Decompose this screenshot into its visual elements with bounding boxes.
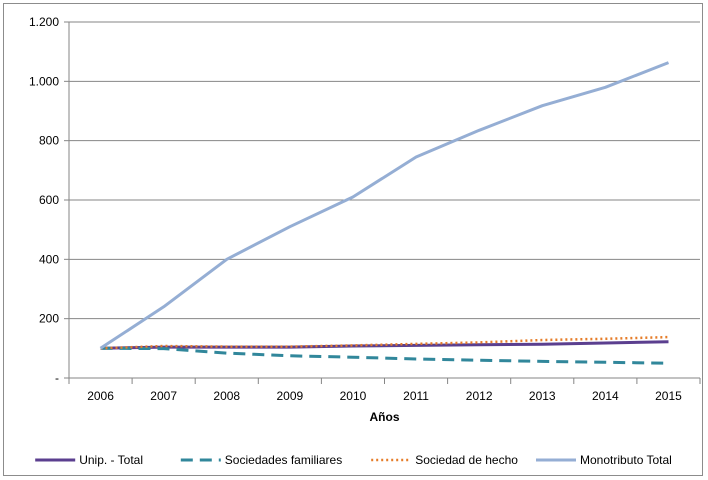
- y-tick-label: 600: [39, 193, 59, 207]
- x-tick-label: 2009: [276, 389, 303, 403]
- series-line-2: [100, 346, 669, 365]
- x-tick-label: 2008: [213, 389, 240, 403]
- series-line-1: [100, 340, 669, 350]
- y-tick-label: 200: [39, 312, 59, 326]
- x-tick-label: 2013: [529, 389, 556, 403]
- x-axis-title: Años: [370, 410, 400, 424]
- legend-label: Sociedades familiares: [225, 453, 342, 467]
- y-tick-label: 800: [39, 134, 59, 148]
- y-tick-label: -: [55, 371, 59, 385]
- x-tick-label: 2006: [87, 389, 114, 403]
- x-tick-label: 2012: [466, 389, 493, 403]
- axes: [64, 21, 701, 384]
- gridlines: [69, 21, 700, 320]
- y-tick-label: 400: [39, 252, 59, 266]
- x-tick-label: 2014: [592, 389, 619, 403]
- legend: Unip. - Total Sociedades familiares Socied…: [35, 453, 672, 467]
- x-tick-label: 2007: [150, 389, 177, 403]
- y-tick-label: 1.000: [29, 74, 59, 88]
- tick-labels: - 200 400 600 800 1.000 1.200 2006 2007 2008 2009 2…: [29, 15, 682, 403]
- legend-label: Monotributo Total: [580, 453, 672, 467]
- x-tick-label: 2011: [403, 389, 429, 403]
- y-tick-label: 1.200: [29, 15, 59, 29]
- series-line-4: [99, 61, 670, 350]
- legend-label: Sociedad de hecho: [415, 453, 518, 467]
- x-tick-label: 2010: [340, 389, 367, 403]
- x-tick-label: 2015: [655, 389, 682, 403]
- legend-label: Unip. - Total: [79, 453, 143, 467]
- legend-item-4: Monotributo Total: [536, 453, 672, 467]
- legend-item-3: Sociedad de hecho: [371, 453, 518, 467]
- legend-item-1: Unip. - Total: [35, 453, 143, 467]
- legend-item-2: Sociedades familiares: [180, 453, 342, 467]
- series-lines: [99, 61, 670, 365]
